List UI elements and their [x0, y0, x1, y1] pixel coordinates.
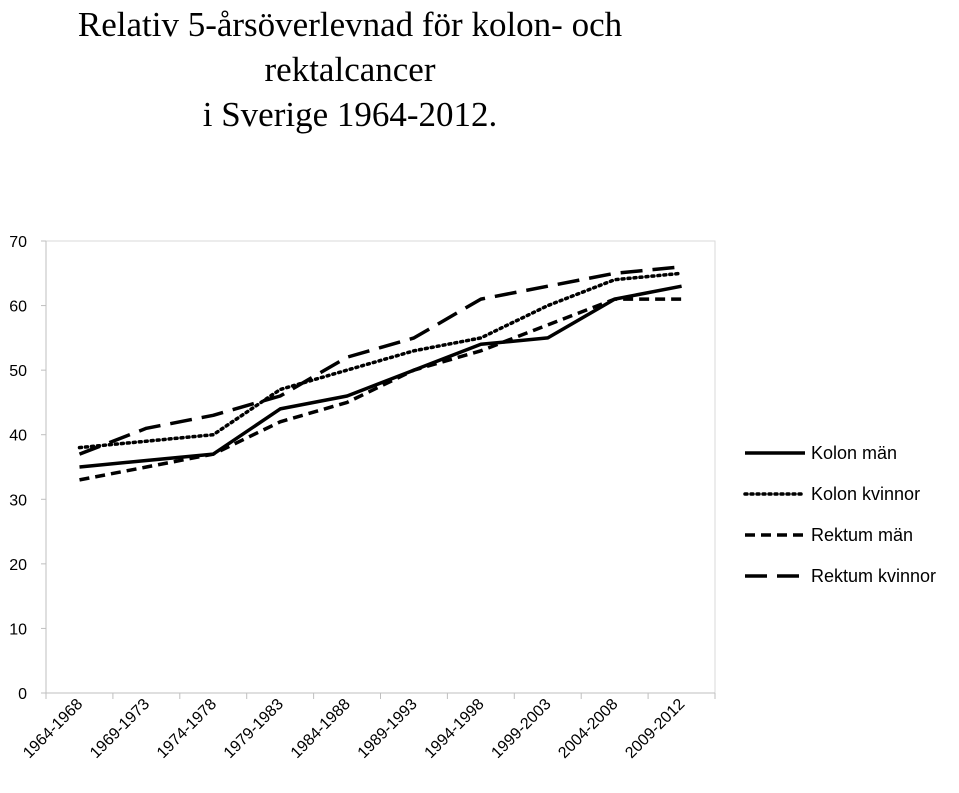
x-axis: 1964-1968 1969-1973 1974-1978 1979-1983 1984… — [20, 693, 716, 762]
series-line-1 — [79, 284, 682, 469]
legend-label-4: Rektum kvinnor — [811, 566, 936, 586]
y-tick-label: 10 — [9, 621, 27, 638]
legend-label-1: Kolon män — [811, 443, 897, 463]
x-tick-label: 1984-1988 — [288, 696, 354, 762]
y-tick-label: 20 — [9, 557, 27, 574]
series-layer — [77, 265, 684, 482]
x-tick-label: 1964-1968 — [20, 696, 86, 762]
legend-label-3: Rektum män — [811, 525, 913, 545]
legend-label-2: Kolon kvinnor — [811, 484, 920, 504]
x-tick-label: 2009-2012 — [622, 696, 688, 762]
chart-title-line2: i Sverige 1964-2012. — [202, 95, 498, 134]
x-tick-label: 1994-1998 — [422, 696, 488, 762]
series-line-4 — [78, 265, 682, 456]
legend: Kolon män Kolon kvinnor Rektum män Rektum k… — [743, 443, 936, 586]
x-tick-label: 1999-2003 — [488, 696, 554, 762]
chart-title-line1: Relativ 5-årsöverlevnad för kolon- och r… — [77, 5, 623, 89]
series-line-3 — [79, 297, 682, 482]
y-tick-label: 30 — [9, 492, 27, 509]
chart-title: Relativ 5-årsöverlevnad för kolon- och r… — [0, 2, 700, 137]
y-axis: 0 10 20 30 40 50 60 70 — [9, 234, 46, 703]
y-tick-label: 40 — [9, 428, 27, 445]
y-tick-label: 0 — [18, 686, 27, 703]
x-tick-label: 1989-1993 — [355, 696, 421, 762]
series-line-2 — [77, 271, 684, 450]
y-tick-label: 50 — [9, 363, 27, 380]
x-tick-label: 1974-1978 — [154, 696, 220, 762]
y-tick-label: 60 — [9, 299, 27, 316]
x-tick-label: 2004-2008 — [555, 696, 621, 762]
y-tick-label: 70 — [9, 234, 27, 251]
x-tick-label: 1979-1983 — [221, 696, 287, 762]
x-tick-label: 1969-1973 — [87, 696, 153, 762]
